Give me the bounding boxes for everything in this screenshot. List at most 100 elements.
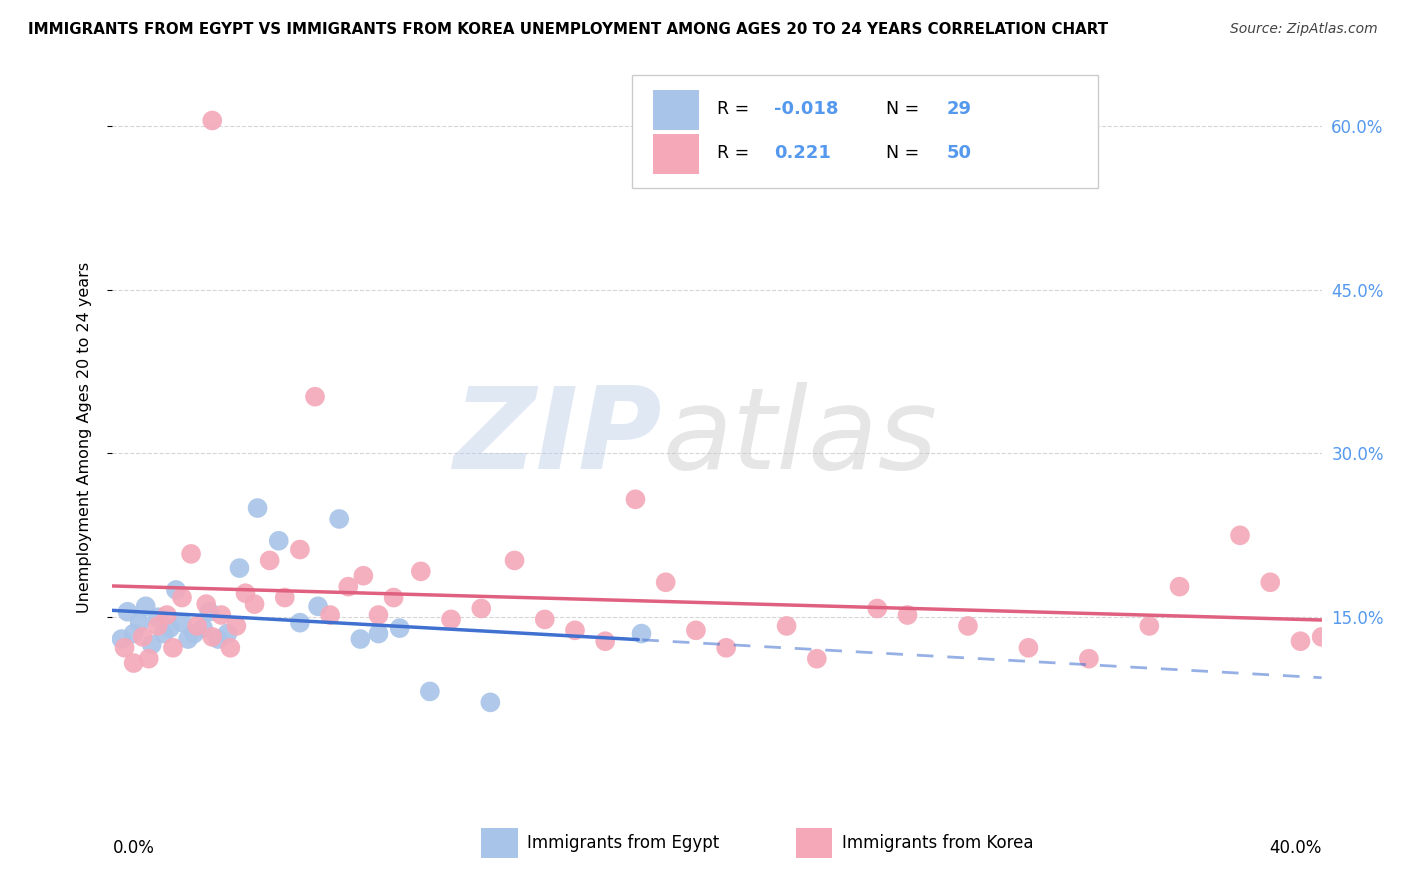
Point [235, 586, 257, 600]
Point [243, 597, 266, 611]
FancyBboxPatch shape [796, 829, 832, 858]
Point [209, 607, 232, 622]
Point [1077, 651, 1099, 665]
Point [138, 651, 160, 665]
Point [388, 621, 411, 635]
Point [533, 612, 555, 626]
Point [288, 615, 311, 630]
FancyBboxPatch shape [652, 134, 699, 174]
Point [1310, 630, 1333, 644]
Text: -0.018: -0.018 [773, 101, 838, 119]
Text: atlas: atlas [662, 382, 938, 492]
Point [956, 619, 979, 633]
Point [419, 684, 441, 698]
Point [304, 390, 326, 404]
Text: R =: R = [717, 101, 755, 119]
Point [274, 591, 297, 605]
Point [228, 561, 250, 575]
Text: 0.221: 0.221 [773, 145, 831, 162]
Point [141, 638, 163, 652]
Point [1168, 580, 1191, 594]
Point [159, 621, 181, 635]
Point [367, 626, 389, 640]
Text: R =: R = [717, 145, 761, 162]
Point [382, 591, 405, 605]
Point [775, 619, 797, 633]
Point [1229, 528, 1251, 542]
Point [132, 630, 155, 644]
Point [183, 626, 205, 640]
Point [165, 582, 187, 597]
Point [630, 626, 652, 640]
Text: Source: ZipAtlas.com: Source: ZipAtlas.com [1230, 22, 1378, 37]
Point [201, 113, 224, 128]
Text: IMMIGRANTS FROM EGYPT VS IMMIGRANTS FROM KOREA UNEMPLOYMENT AMONG AGES 20 TO 24 : IMMIGRANTS FROM EGYPT VS IMMIGRANTS FROM… [28, 22, 1108, 37]
Y-axis label: Unemployment Among Ages 20 to 24 years: Unemployment Among Ages 20 to 24 years [77, 261, 91, 613]
Text: N =: N = [886, 101, 925, 119]
Point [122, 626, 145, 640]
Text: N =: N = [886, 145, 925, 162]
Point [1289, 634, 1312, 648]
Point [1258, 575, 1281, 590]
Point [110, 632, 132, 646]
Point [564, 624, 586, 638]
Point [135, 599, 157, 614]
Point [806, 651, 828, 665]
Point [593, 634, 616, 648]
Point [201, 630, 224, 644]
Point [259, 553, 281, 567]
Point [288, 542, 311, 557]
Point [685, 624, 707, 638]
Text: Immigrants from Egypt: Immigrants from Egypt [527, 834, 720, 852]
Point [191, 621, 214, 635]
Point [198, 605, 221, 619]
Point [246, 501, 269, 516]
Point [170, 591, 193, 605]
Point [307, 599, 329, 614]
Point [225, 619, 247, 633]
Text: 29: 29 [946, 101, 972, 119]
Text: 40.0%: 40.0% [1270, 839, 1322, 857]
Point [177, 632, 200, 646]
FancyBboxPatch shape [481, 829, 517, 858]
Point [1017, 640, 1039, 655]
Point [367, 607, 389, 622]
Point [219, 640, 242, 655]
Text: 0.0%: 0.0% [112, 839, 155, 857]
Point [146, 619, 169, 633]
Point [440, 612, 463, 626]
Point [654, 575, 676, 590]
Point [146, 610, 169, 624]
Point [349, 632, 371, 646]
Point [156, 607, 179, 622]
Point [328, 512, 350, 526]
Point [352, 568, 374, 582]
Point [337, 580, 360, 594]
Point [479, 695, 502, 709]
Point [624, 492, 647, 507]
Point [319, 607, 342, 622]
Text: Immigrants from Korea: Immigrants from Korea [842, 834, 1033, 852]
Point [866, 601, 889, 615]
FancyBboxPatch shape [633, 75, 1098, 188]
Point [714, 640, 737, 655]
Point [180, 547, 202, 561]
Point [128, 615, 150, 630]
Point [503, 553, 526, 567]
Text: ZIP: ZIP [454, 382, 662, 492]
Point [409, 565, 432, 579]
Point [114, 640, 136, 655]
Point [207, 632, 229, 646]
Point [470, 601, 492, 615]
Point [217, 626, 239, 640]
FancyBboxPatch shape [652, 90, 699, 130]
Point [267, 533, 290, 548]
Point [153, 626, 176, 640]
Point [186, 619, 208, 633]
Text: 50: 50 [946, 145, 972, 162]
Point [170, 615, 193, 630]
Point [195, 597, 218, 611]
Point [1137, 619, 1160, 633]
Point [896, 607, 918, 622]
Point [162, 640, 184, 655]
